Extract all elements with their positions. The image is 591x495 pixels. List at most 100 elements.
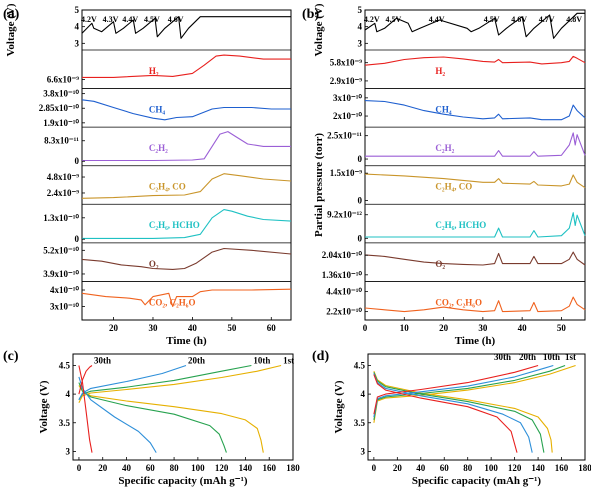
discharge-curve-10th xyxy=(373,372,545,453)
xtick-label: 20 xyxy=(393,463,403,473)
gas-ytick-label: 1.3x10⁻¹⁰ xyxy=(43,213,79,223)
xtick-label: 60 xyxy=(146,463,156,473)
gas-trace-H2 xyxy=(82,54,291,78)
gas-ytick-label: 5.8x10⁻⁹ xyxy=(330,58,363,68)
gas-label-CO2_C2H6O: CO₂, C₂H₆O xyxy=(435,297,482,307)
xtick-label: 100 xyxy=(484,463,498,473)
plot-frame xyxy=(72,353,294,461)
voltage-ytick-label: 4 xyxy=(75,22,80,32)
voltage-axis-label: Voltage (V) xyxy=(313,3,325,56)
cycle-label-20th: 20th xyxy=(188,355,205,365)
cycle-label-10th: 10th xyxy=(253,355,270,365)
gas-trace-O2 xyxy=(81,247,292,270)
voltage-ytick-label: 5 xyxy=(358,5,363,15)
xtick-label: 20 xyxy=(98,463,108,473)
ytick-label: 3 xyxy=(66,446,71,456)
xtick-label: 140 xyxy=(239,463,253,473)
xtick-label: 60 xyxy=(440,463,450,473)
gas-ytick-label: 5.2x10⁻¹⁰ xyxy=(43,245,79,255)
ytick-label: 3 xyxy=(361,446,366,456)
x-axis-label: Time (h) xyxy=(166,335,207,347)
voltage-step-label: 4.6V xyxy=(168,15,184,24)
xtick-label: 0 xyxy=(372,463,377,473)
xtick-label: 180 xyxy=(578,463,591,473)
gas-ytick-label: 8.3x10⁻¹¹ xyxy=(44,136,79,146)
ytick-label: 4 xyxy=(66,389,71,399)
y-axis-label: Voltage (V) xyxy=(38,380,50,433)
cycle-label-20th: 20th xyxy=(519,352,536,362)
gas-ytick-label: 4.8x10⁻⁹ xyxy=(47,172,80,182)
charge-curve-1st xyxy=(78,364,282,403)
gas-trace-C2H2 xyxy=(365,132,586,157)
voltage-step-label: 4.2V xyxy=(81,15,97,24)
gas-label-O2: O₂ xyxy=(149,259,159,269)
gas-ytick-label: 3x10⁻¹⁰ xyxy=(50,301,79,311)
gas-trace-C2H4_CO xyxy=(364,173,586,189)
gas-trace-O2 xyxy=(364,251,586,266)
gas-ytick-label: 6.6x10⁻⁹ xyxy=(47,74,80,84)
gas-ytick-label: 0 xyxy=(358,154,363,164)
xtick-label: 60 xyxy=(267,323,277,333)
charge-curve-10th xyxy=(373,364,566,420)
ytick-label: 4 xyxy=(361,389,366,399)
xtick-label: 100 xyxy=(191,463,205,473)
gas-label-CH4: CH₄ xyxy=(149,104,166,114)
discharge-curve-1st xyxy=(78,385,264,453)
cycle-label-10th: 10th xyxy=(543,352,560,362)
gas-ytick-label: 2.5x10⁻¹¹ xyxy=(327,131,362,141)
x-axis-label: Specific capacity (mAh g⁻¹) xyxy=(118,475,248,487)
gas-ytick-label: 1.36x10⁻¹⁰ xyxy=(322,270,363,280)
cycle-label-30th: 30th xyxy=(94,355,111,365)
gas-ytick-label: 9.2x10⁻¹² xyxy=(327,210,362,220)
charge-curve-10th xyxy=(78,364,252,401)
voltage-ytick-label: 4 xyxy=(358,22,363,32)
cycle-label-30th: 30th xyxy=(494,352,511,362)
panel-label-c: (c) xyxy=(3,349,19,364)
gas-ytick-label: 3.9x10⁻¹⁰ xyxy=(43,269,79,279)
gas-label-C2H4_CO: C₂H₄, CO xyxy=(435,182,472,192)
panel-label-a: (a) xyxy=(3,7,20,22)
discharge-curve-30th xyxy=(373,374,518,453)
voltage-ytick-label: 3 xyxy=(75,38,80,48)
cycle-label-1st: 1st xyxy=(565,352,576,362)
gas-label-C2H6_HCHO: C₂H₆, HCHO xyxy=(435,220,486,230)
voltage-step-label: 4.5V xyxy=(386,15,402,24)
xtick-label: 180 xyxy=(286,463,300,473)
panel-a: 3 4 5 Voltage (V) 4.2V 4.3V 4.4V 4.5V 4.6V 6.6x10… xyxy=(5,3,292,347)
gas-ytick-label: 1.5x10⁻⁹ xyxy=(330,168,363,178)
gas-ytick-label: 0 xyxy=(358,195,363,205)
gas-label-C2H2: C₂H₂ xyxy=(435,143,454,153)
voltage-step-label: 4.5V xyxy=(144,15,160,24)
gas-trace-CO2_C2H6O xyxy=(81,288,292,308)
voltage-step-label: 4.4V xyxy=(122,15,138,24)
xtick-label: 20 xyxy=(439,323,449,333)
cycle-label-1st: 1st xyxy=(283,355,294,365)
gas-label-H2: H₂ xyxy=(149,66,159,76)
gas-ytick-label: 2.4x10⁻⁹ xyxy=(47,188,80,198)
xtick-label: 30 xyxy=(148,323,158,333)
gas-trace-C2H2 xyxy=(82,131,291,162)
gas-ytick-label: 2x10⁻¹⁰ xyxy=(333,111,362,121)
xtick-label: 80 xyxy=(170,463,180,473)
xtick-label: 80 xyxy=(463,463,473,473)
ytick-label: 4.5 xyxy=(354,360,366,370)
gas-trace-C2H6_HCHO xyxy=(365,212,586,238)
xtick-label: 40 xyxy=(518,323,528,333)
xtick-label: 160 xyxy=(555,463,569,473)
gas-label-C2H4_CO: C₂H₄, CO xyxy=(149,182,186,192)
xtick-label: 50 xyxy=(227,323,237,333)
panel-label-b: (b) xyxy=(302,7,319,22)
voltage-step-label: 4.6V xyxy=(511,15,527,24)
discharge-curve-1st xyxy=(373,370,553,453)
charge-curve-1st xyxy=(373,364,576,423)
gas-label-CO2_C2H6O: CO₂, C₂H₆O xyxy=(149,297,196,307)
y-axis-label-shared: Partial pressure (torr) xyxy=(313,133,325,237)
plot-frame xyxy=(367,353,586,461)
xtick-label: 30 xyxy=(478,323,488,333)
xtick-label: 10 xyxy=(400,323,410,333)
gas-label-C2H2: C₂H₂ xyxy=(149,143,168,153)
xtick-label: 120 xyxy=(215,463,229,473)
discharge-curve-20th xyxy=(78,376,157,453)
xtick-label: 20 xyxy=(109,323,119,333)
